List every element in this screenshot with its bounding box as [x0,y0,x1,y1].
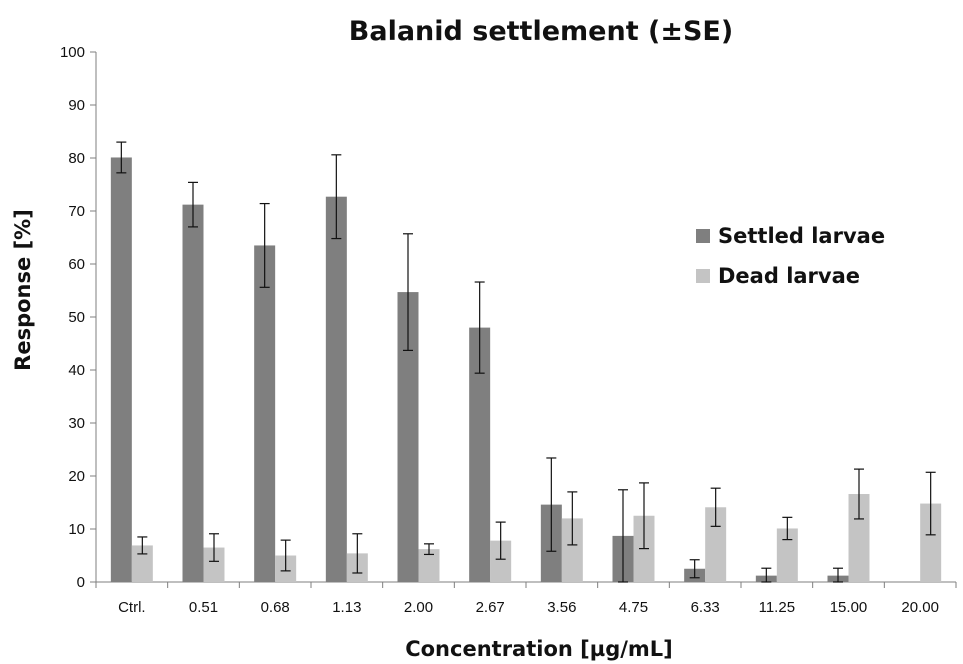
x-tick-label: 15.00 [830,599,868,616]
y-axis: 0 10 20 30 40 50 60 70 80 90 100 [60,44,97,591]
y-tick-label: 30 [68,415,85,432]
y-tick-label: 70 [68,203,85,220]
legend-swatch-dead-larvae [696,269,710,283]
bar-dead-larvae [776,528,798,582]
x-tick-label: Ctrl. [118,599,146,616]
legend-label-settled-larvae: Settled larvae [718,224,885,248]
y-tick-label: 90 [68,97,85,114]
x-tick-label: 20.00 [901,599,939,616]
x-tick-label: 0.68 [261,599,290,616]
bar-dead-larvae [920,503,942,582]
bar-settled-larvae [110,157,132,582]
bar-dead-larvae [561,518,583,582]
x-tick-label: 4.75 [619,599,648,616]
x-tick-label: 11.25 [759,599,795,616]
y-tick-label: 40 [68,362,85,379]
legend-swatch-settled-larvae [696,229,710,243]
legend: Settled larvae Dead larvae [696,224,885,288]
y-tick-label: 20 [68,468,85,485]
x-tick-label: 2.00 [404,599,433,616]
bars-group [110,141,942,583]
x-tick-label: 2.67 [476,599,505,616]
x-tick-label: 1.13 [332,599,361,616]
bar-dead-larvae [131,545,153,582]
y-axis-title: Response [%] [11,209,35,371]
bar-settled-larvae [254,245,276,582]
bar-settled-larvae [182,204,204,582]
bar-settled-larvae [469,327,491,582]
y-tick-label: 80 [68,150,85,167]
y-tick-label: 0 [77,574,85,591]
x-axis: Ctrl. 0.51 0.68 1.13 2.00 2.67 3.56 4.75 6.33 11.… [95,581,957,616]
x-tick-label: 0.51 [189,599,218,616]
bar-settled-larvae [397,292,419,582]
y-tick-label: 60 [68,256,85,273]
legend-label-dead-larvae: Dead larvae [718,264,860,288]
y-tick-label: 10 [68,521,85,538]
bar-dead-larvae [490,540,512,582]
y-tick-label: 100 [60,44,85,61]
bar-settled-larvae [325,196,347,582]
chart-title: Balanid settlement (±SE) [349,16,733,47]
y-tick-label: 50 [68,309,85,326]
x-tick-label: 6.33 [691,599,720,616]
bar-dead-larvae [705,507,727,582]
x-axis-title: Concentration [µg/mL] [405,637,673,661]
bar-dead-larvae [418,549,440,582]
bar-dead-larvae [848,494,870,582]
bar-dead-larvae [203,547,225,582]
x-tick-label: 3.56 [547,599,576,616]
